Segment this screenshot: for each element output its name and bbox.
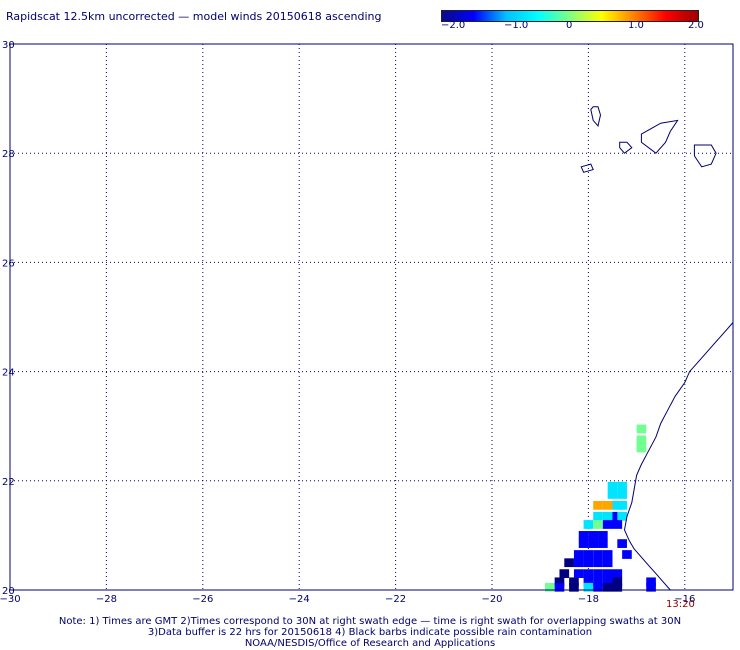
wind-cell [593, 558, 603, 568]
notes: Note: 1) Times are GMT 2)Times correspon… [0, 616, 740, 649]
wind-cell [573, 558, 584, 568]
wind-cell [617, 501, 627, 510]
wind-cell [545, 582, 555, 592]
wind-cell [593, 511, 603, 521]
y-tick-label: 24 [2, 368, 15, 379]
wind-cell [607, 490, 618, 499]
island-outline [590, 106, 602, 127]
wind-cell [622, 550, 632, 559]
wind-cell [583, 558, 594, 568]
wind-cell [612, 520, 623, 529]
wind-cell [569, 577, 579, 587]
wind-cell [593, 550, 603, 559]
wind-cell [578, 539, 589, 548]
africa-coastline [623, 322, 734, 591]
wind-cell [646, 582, 656, 592]
colorbar-label-zero: 0 [566, 20, 573, 31]
wind-cell [602, 550, 613, 559]
wind-cell [588, 539, 599, 548]
colorbar-label-pos1: 1.0 [628, 20, 644, 31]
wind-cell [593, 520, 603, 529]
wind-cell [583, 520, 594, 529]
wind-cell [612, 582, 623, 592]
wind-cell [554, 582, 565, 592]
colorbar-label-min: −2.0 [441, 20, 466, 31]
y-tick-label: 20 [2, 586, 15, 597]
wind-cell [593, 501, 603, 510]
wind-cell [612, 577, 623, 587]
wind-cell [607, 481, 618, 491]
map-frame [9, 43, 734, 591]
x-tick-label: −26 [192, 594, 213, 605]
wind-cell [593, 582, 603, 592]
wind-cell [602, 582, 613, 592]
wind-cell [636, 443, 647, 453]
island-outline [619, 141, 633, 154]
island-outline [693, 144, 717, 168]
wind-cell [588, 531, 599, 540]
wind-cell [602, 520, 613, 529]
wind-cell [602, 558, 613, 568]
color-scale-bar [441, 10, 699, 22]
wind-cell [617, 511, 627, 521]
wind-cell [602, 501, 613, 510]
wind-cell [636, 424, 647, 434]
wind-cell [573, 550, 584, 559]
colorbar-label-max: 2.0 [688, 20, 704, 31]
wind-cell [617, 490, 627, 499]
wind-cell [583, 550, 594, 559]
axis-ticks: −30 −28 −26 −24 −22 −20 −18 −16 30 28 26 24 22 20 [0, 40, 695, 605]
swath-time-label: 13:20 [666, 599, 695, 610]
wind-cell [602, 511, 613, 521]
wind-cell [598, 539, 608, 548]
x-tick-label: −20 [481, 594, 502, 605]
wind-cell [583, 569, 594, 578]
y-tick-label: 28 [2, 149, 15, 160]
wind-cell [583, 582, 594, 592]
y-tick-label: 22 [2, 477, 15, 488]
wind-cell [602, 569, 613, 578]
wind-cell [583, 577, 594, 587]
x-tick-label: −28 [96, 594, 117, 605]
note-line-1: Note: 1) Times are GMT 2)Times correspon… [58, 616, 682, 627]
wind-cell [578, 531, 589, 540]
wind-cell [602, 577, 613, 587]
coastline [580, 106, 734, 591]
wind-cell [617, 539, 627, 548]
wind-cell [593, 577, 603, 587]
wind-cell [593, 569, 603, 578]
x-tick-label: −16 [674, 594, 695, 605]
wind-cell [646, 577, 656, 587]
island-outline [640, 119, 679, 154]
x-tick-label: −18 [578, 594, 599, 605]
island-outline [580, 163, 594, 173]
wind-cell [564, 558, 574, 568]
wind-cell [617, 481, 627, 491]
colorbar-label-neg1: −1.0 [504, 20, 529, 31]
note-line-2: 3)Data buffer is 22 hrs for 20150618 4) … [147, 627, 593, 638]
x-tick-label: −22 [385, 594, 406, 605]
wind-cells [545, 424, 656, 592]
x-tick-label: −30 [0, 594, 21, 605]
wind-cell [598, 531, 608, 540]
wind-cell [612, 569, 623, 578]
wind-cell [559, 569, 570, 578]
y-tick-label: 30 [2, 40, 15, 51]
wind-cell [569, 582, 579, 592]
wind-cell [636, 435, 647, 445]
y-tick-label: 26 [2, 258, 15, 269]
x-tick-label: −24 [289, 594, 310, 605]
wind-cell [573, 569, 584, 578]
note-line-3: NOAA/NESDIS/Office of Research and Appli… [244, 638, 496, 649]
map-title: Rapidscat 12.5km uncorrected — model win… [6, 10, 382, 23]
wind-cell [554, 577, 565, 587]
